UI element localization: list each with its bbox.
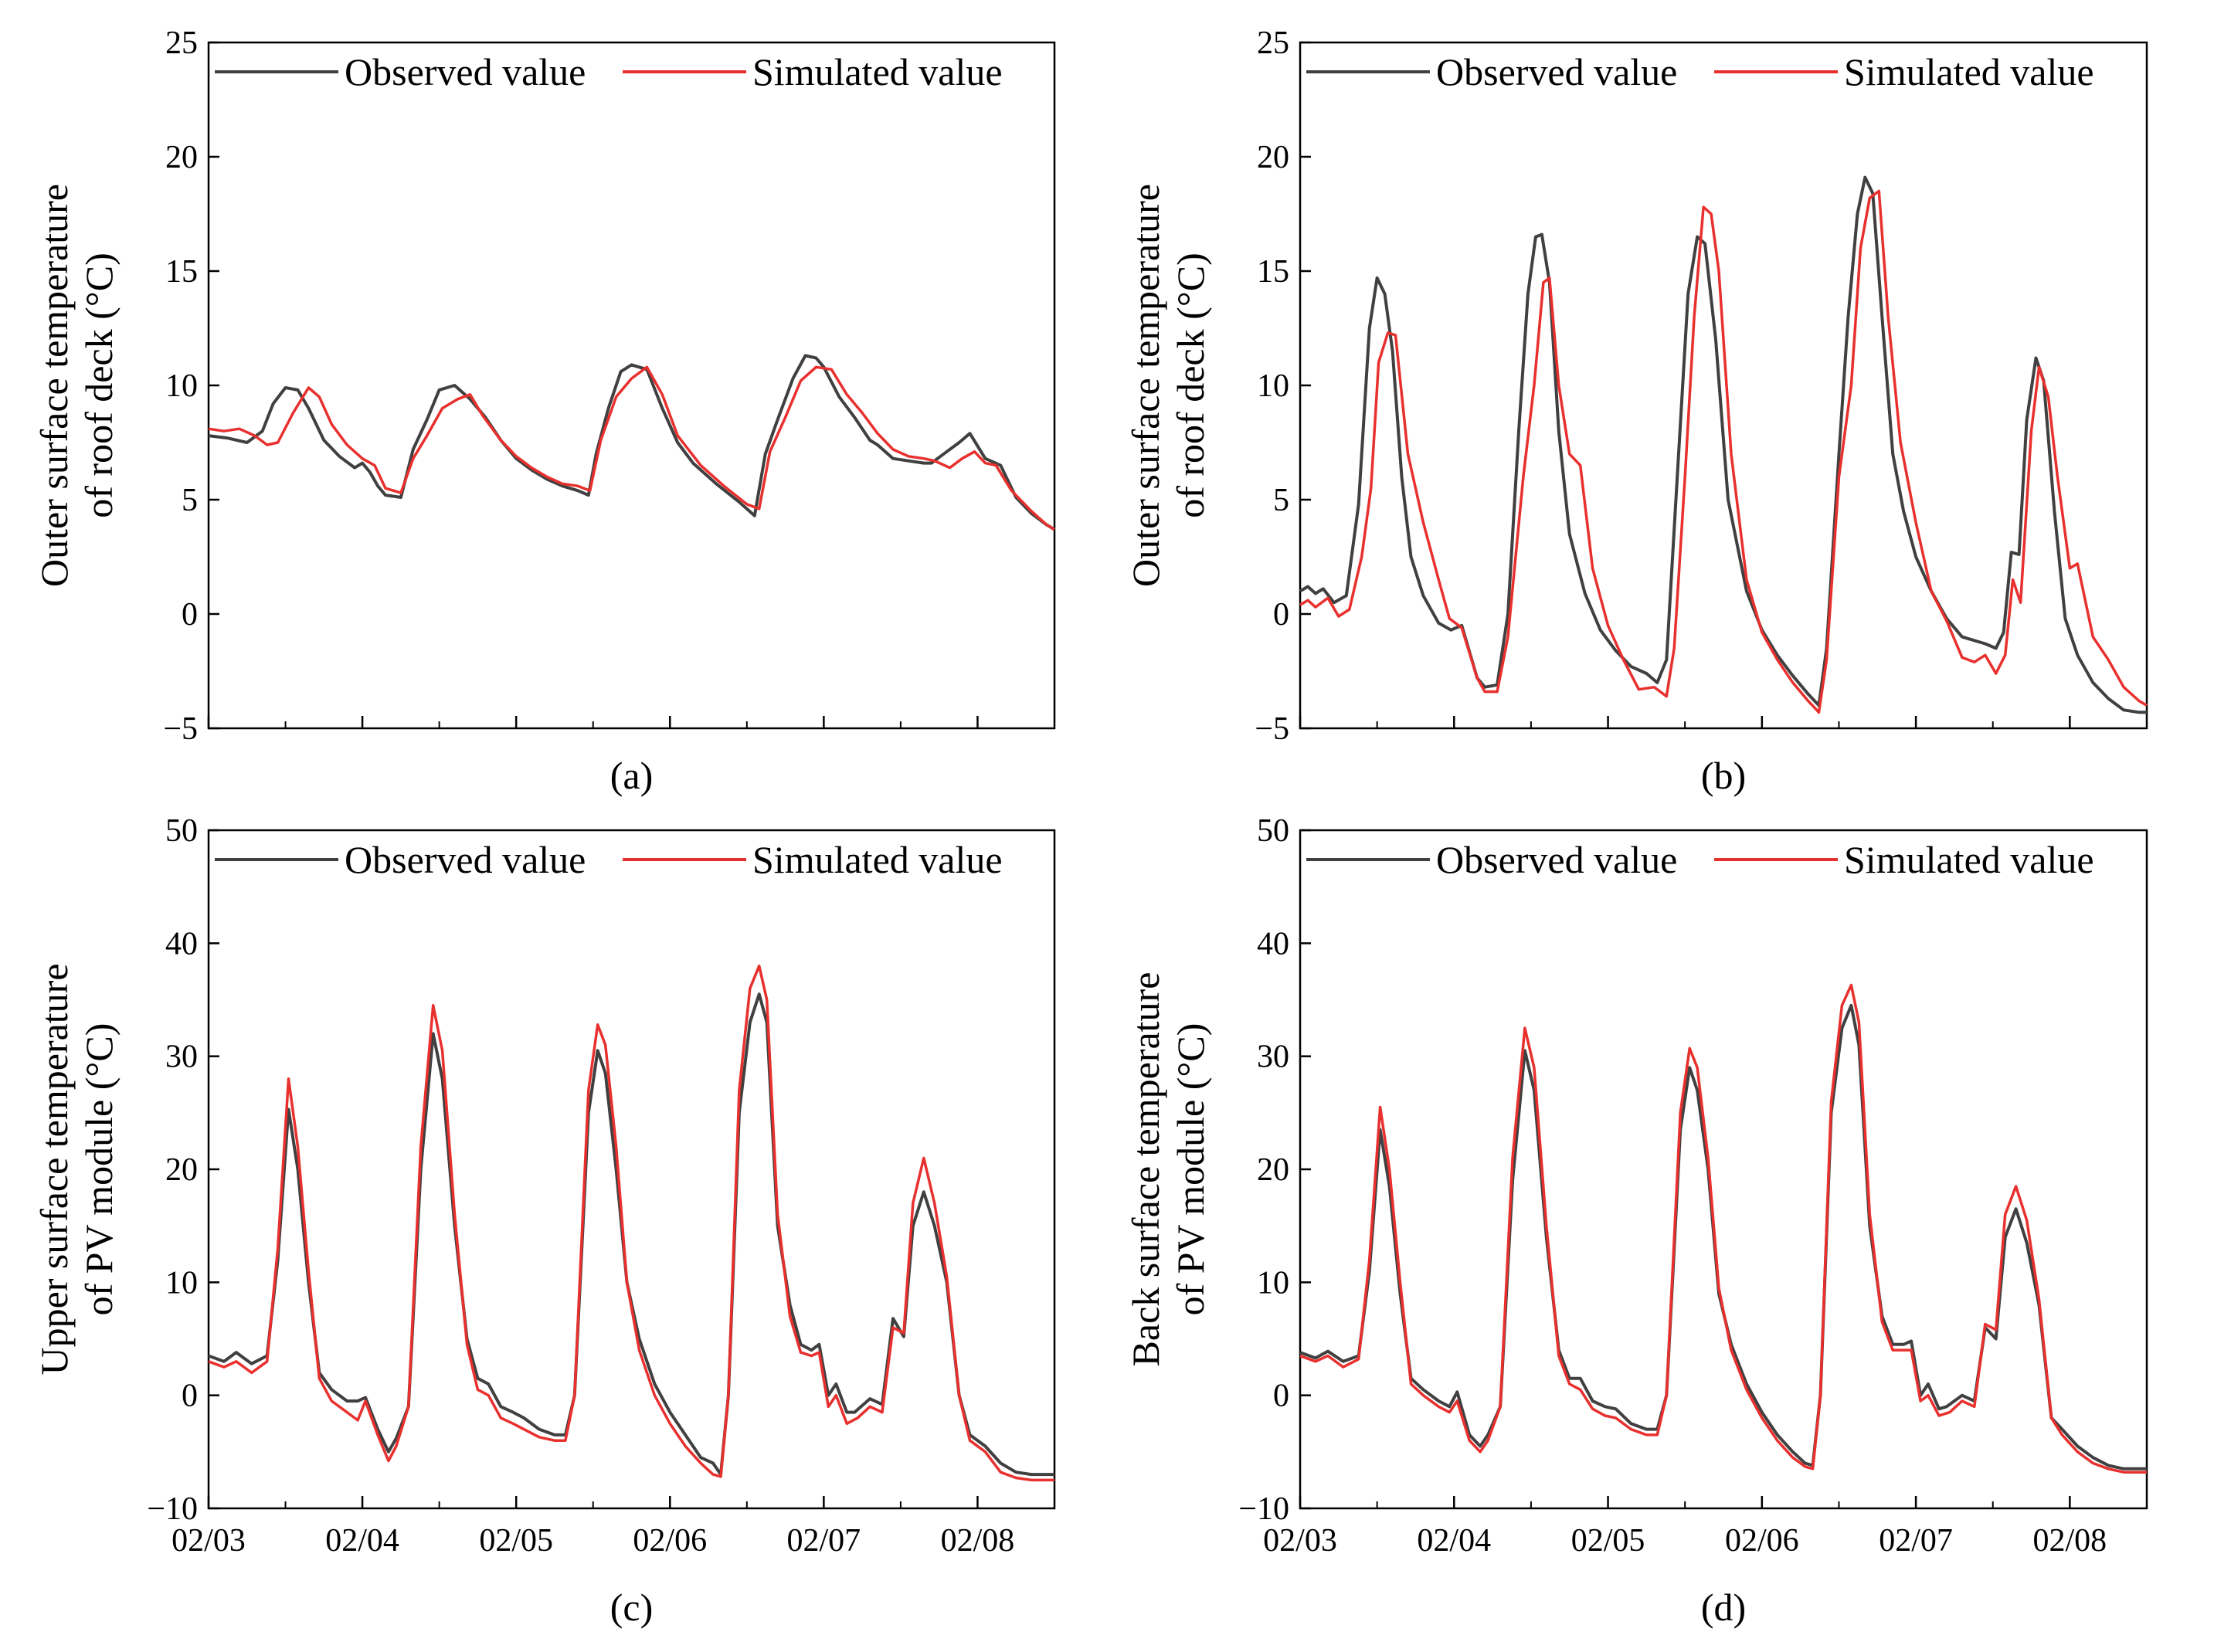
y-tick-label: 40 xyxy=(1257,926,1289,962)
y-tick-label: 10 xyxy=(165,1265,198,1301)
y-tick-label: 50 xyxy=(165,813,198,849)
legend-label-observed: Observed value xyxy=(345,838,586,881)
legend-label-simulated: Simulated value xyxy=(752,838,1003,881)
y-tick-label: −10 xyxy=(1238,1491,1289,1527)
y-tick-label: 10 xyxy=(165,368,198,404)
x-tick-label: 02/08 xyxy=(941,1523,1015,1559)
x-tick-label: 02/04 xyxy=(1417,1523,1491,1559)
y-axis-title-line: Outer surface temperature xyxy=(1124,184,1167,587)
plot-frame xyxy=(207,41,1056,730)
y-axis-title-line: of roof deck (°C) xyxy=(77,253,121,517)
y-tick-label: 0 xyxy=(1273,1379,1289,1414)
plot-frame xyxy=(1299,41,2148,730)
y-tick-label: 30 xyxy=(165,1040,198,1075)
y-tick-label: −5 xyxy=(163,711,198,747)
y-tick-label: 40 xyxy=(165,926,198,962)
panel-label: (c) xyxy=(610,1586,654,1629)
x-tick-label: 02/03 xyxy=(1263,1523,1337,1559)
y-tick-label: −5 xyxy=(1255,711,1289,747)
x-tick-label: 02/05 xyxy=(1571,1523,1645,1559)
legend-label-simulated: Simulated value xyxy=(1844,50,2094,93)
panel-b: 25 20 15 10 5 0 −5 Outer surface temperatureof … xyxy=(1124,25,2148,797)
y-axis-title: Outer surface temperatureof roof deck (°… xyxy=(1124,184,1212,587)
y-tick-label: 5 xyxy=(182,483,198,518)
y-tick-label: 25 xyxy=(1257,25,1289,61)
y-tick-label: 5 xyxy=(1273,483,1289,518)
x-tick-label: 02/08 xyxy=(2033,1523,2107,1559)
panel-a: 25 20 15 10 5 0 −5 Outer surface temperatureof … xyxy=(32,25,1056,797)
series-line-simulated xyxy=(208,964,1054,1482)
legend-label-simulated: Simulated value xyxy=(752,50,1003,93)
y-tick-label: 15 xyxy=(165,254,198,290)
x-tick-label: 02/07 xyxy=(1879,1523,1953,1559)
plot-frame xyxy=(1299,829,2148,1510)
y-axis-title-line: Back surface temperature xyxy=(1124,972,1167,1367)
y-axis-title-line: Outer surface temperature xyxy=(32,184,76,587)
y-tick-label: 50 xyxy=(1257,813,1289,849)
x-tick-label: 02/05 xyxy=(479,1523,553,1559)
y-tick-label: 0 xyxy=(1273,597,1289,633)
y-tick-label: 20 xyxy=(1257,140,1289,175)
series-line-observed xyxy=(1299,175,2147,714)
series-line-simulated xyxy=(1299,189,2148,714)
y-axis-title: Outer surface temperatureof roof deck (°… xyxy=(32,184,121,587)
legend-label-observed: Observed value xyxy=(1436,50,1677,93)
y-tick-label: 15 xyxy=(1257,254,1289,290)
y-tick-label: 20 xyxy=(1257,1152,1289,1188)
y-axis-title-line: Upper surface temperature xyxy=(32,963,76,1375)
panel-label: (a) xyxy=(610,754,654,797)
panel-label: (d) xyxy=(1701,1586,1746,1629)
y-tick-label: 10 xyxy=(1257,1265,1289,1301)
y-tick-label: 20 xyxy=(165,140,198,175)
y-tick-label: 10 xyxy=(1257,368,1289,404)
y-tick-label: 20 xyxy=(165,1152,198,1188)
x-tick-label: 02/07 xyxy=(787,1523,861,1559)
legend-label-simulated: Simulated value xyxy=(1844,838,2094,881)
y-axis-title-line: of PV module (°C) xyxy=(77,1023,121,1316)
y-axis-title: Upper surface temperatureof PV module (°… xyxy=(32,963,121,1375)
x-tick-label: 02/04 xyxy=(325,1523,399,1559)
series-line-simulated xyxy=(208,365,1055,531)
y-axis-title: Back surface temperatureof PV module (°C… xyxy=(1124,972,1212,1367)
y-axis-title-line: of PV module (°C) xyxy=(1169,1023,1212,1316)
y-tick-label: 0 xyxy=(182,597,198,633)
y-tick-label: 0 xyxy=(182,1379,198,1414)
y-tick-label: 25 xyxy=(165,25,198,61)
series-line-observed xyxy=(208,354,1056,531)
y-axis-title-line: of roof deck (°C) xyxy=(1169,253,1212,517)
y-tick-label: −10 xyxy=(147,1491,198,1527)
legend-label-observed: Observed value xyxy=(1436,838,1677,881)
series-line-simulated xyxy=(1299,983,2147,1474)
x-tick-label: 02/03 xyxy=(171,1523,246,1559)
panel-label: (b) xyxy=(1701,754,1746,797)
legend-label-observed: Observed value xyxy=(345,50,586,93)
x-tick-label: 02/06 xyxy=(633,1523,707,1559)
y-tick-label: 30 xyxy=(1257,1040,1289,1075)
x-tick-label: 02/06 xyxy=(1725,1523,1799,1559)
